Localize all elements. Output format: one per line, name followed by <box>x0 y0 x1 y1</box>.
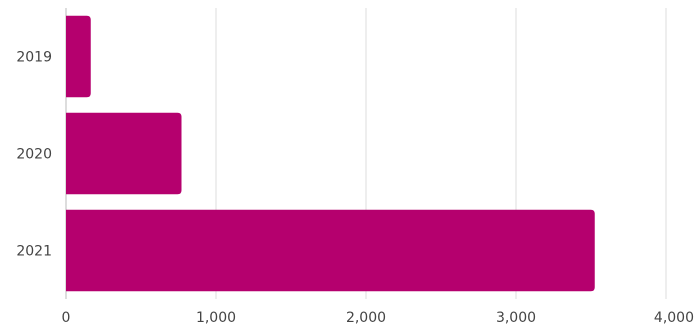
x-tick-label: 4,000 <box>654 310 694 326</box>
y-category-label: 2020 <box>16 147 52 163</box>
y-axis-tick-labels: 2019 2020 2021 <box>16 50 52 260</box>
x-tick-label: 2,000 <box>346 310 386 326</box>
x-axis-tick-labels: 0 1,000 2,000 3,000 4,000 <box>62 310 694 326</box>
x-tick-label: 0 <box>62 310 71 326</box>
y-category-label: 2021 <box>16 244 52 260</box>
bar-2020 <box>66 112 182 195</box>
x-tick-label: 3,000 <box>496 310 536 326</box>
bars <box>66 15 595 292</box>
y-category-label: 2019 <box>16 50 52 66</box>
bar-2021 <box>66 209 595 292</box>
x-tick-label: 1,000 <box>196 310 236 326</box>
bar-2019 <box>66 15 91 98</box>
